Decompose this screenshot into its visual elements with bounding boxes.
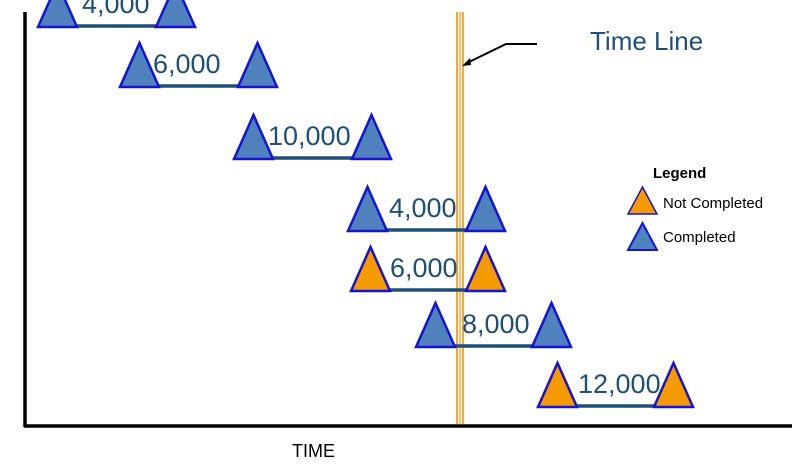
timeline-marker xyxy=(456,12,464,424)
task-value-label: 6,000 xyxy=(153,49,221,79)
task-value-label: 8,000 xyxy=(462,309,530,339)
task-row: 6,000 xyxy=(349,243,507,293)
start-completed-triangle-icon xyxy=(414,299,457,349)
start-completed-triangle-icon xyxy=(36,0,79,29)
end-completed-triangle-icon xyxy=(530,299,573,349)
task-row: 8,000 xyxy=(414,299,573,349)
start-completed-triangle-icon xyxy=(118,39,161,89)
legend-not-completed-label: Not Completed xyxy=(663,195,763,212)
end-completed-triangle-icon xyxy=(350,111,393,161)
task-value-label: 4,000 xyxy=(82,0,150,19)
start-not-completed-triangle-icon xyxy=(349,243,392,293)
legend: Legend Not Completed Completed xyxy=(626,165,763,251)
task-row: 4,000 xyxy=(36,0,197,29)
task-value-label: 12,000 xyxy=(578,369,661,399)
end-completed-triangle-icon xyxy=(236,39,279,89)
legend-title: Legend xyxy=(653,165,706,182)
task-row: 6,000 xyxy=(118,39,279,89)
task-row: 12,000 xyxy=(536,359,695,409)
legend-not-completed-icon xyxy=(626,185,659,215)
start-completed-triangle-icon xyxy=(346,183,389,233)
timeline-label: Time Line xyxy=(590,26,703,56)
task-value-label: 4,000 xyxy=(389,193,457,223)
end-completed-triangle-icon xyxy=(464,183,507,233)
start-not-completed-triangle-icon xyxy=(536,359,579,409)
timeline-pointer xyxy=(462,43,537,66)
start-completed-triangle-icon xyxy=(232,111,275,161)
task-row: 10,000 xyxy=(232,111,393,161)
legend-completed-icon xyxy=(626,220,659,251)
end-not-completed-triangle-icon xyxy=(464,243,507,293)
task-row: 4,000 xyxy=(346,183,507,233)
end-not-completed-triangle-icon xyxy=(652,359,695,409)
task-value-label: 6,000 xyxy=(390,253,458,283)
x-axis-label: TIME xyxy=(292,441,335,461)
legend-completed-label: Completed xyxy=(663,229,736,246)
task-value-label: 10,000 xyxy=(268,121,351,151)
end-completed-triangle-icon xyxy=(154,0,197,29)
